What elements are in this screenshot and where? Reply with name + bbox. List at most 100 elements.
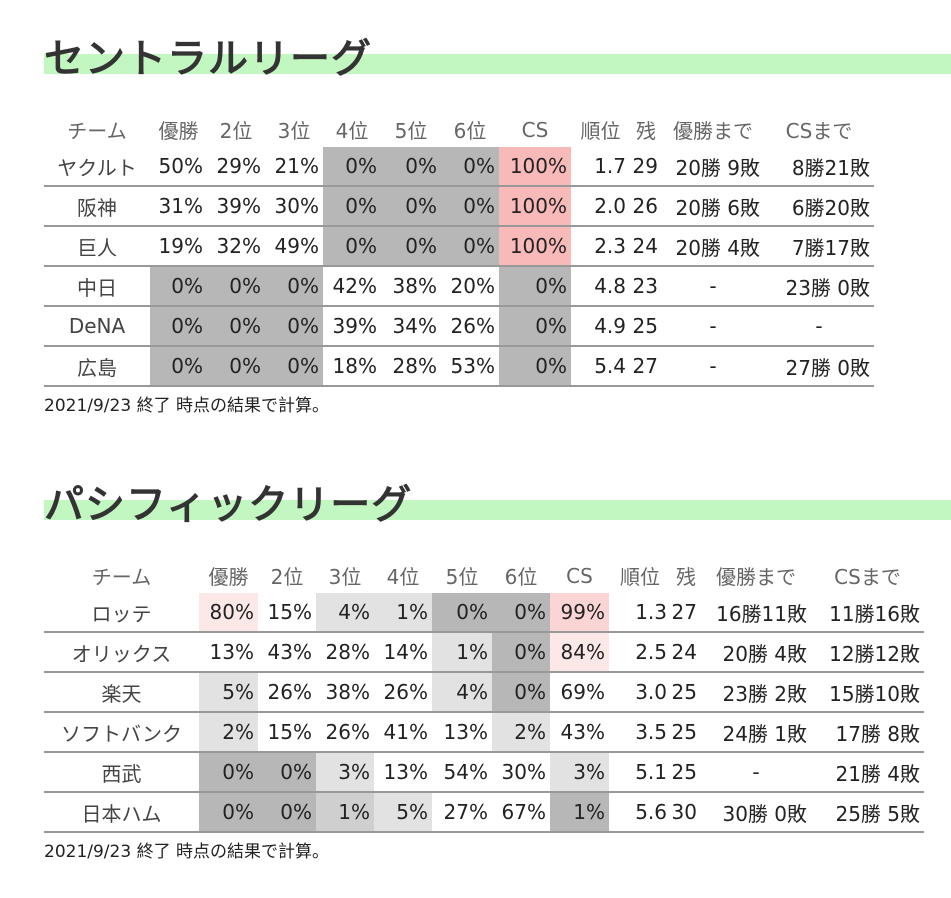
table-cell: 0% [150, 266, 207, 307]
table-cell: 5.6 [609, 792, 671, 833]
team-name-cell: 楽天 [44, 672, 199, 713]
column-header: 4位 [335, 119, 369, 143]
table-cell: 29 [630, 147, 662, 187]
table-cell: 49% [265, 226, 323, 267]
table-cell: 30% [265, 186, 323, 227]
column-header: チーム [91, 565, 152, 589]
table-cell: 0% [381, 226, 441, 267]
table-cell: 20勝 9敗 [662, 147, 764, 187]
table-cell: 0% [207, 266, 265, 307]
team-name-cell: 日本ハム [44, 792, 199, 833]
table-cell: 23勝 0敗 [764, 266, 874, 307]
table-cell: 0% [207, 346, 265, 387]
table-cell: 39% [323, 306, 381, 347]
column-header: 優勝 [158, 119, 199, 143]
table-cell: 8勝21敗 [764, 147, 874, 187]
table-cell: 0% [323, 226, 381, 267]
table-cell: - [662, 306, 764, 347]
table-cell: 1.3 [609, 593, 671, 633]
table-cell: 0% [258, 792, 316, 833]
table-cell: 0% [381, 186, 441, 227]
table-cell: 3% [316, 752, 374, 793]
table-cell: 80% [199, 593, 258, 633]
table-cell: 24勝 1敗 [701, 712, 811, 753]
table-cell: 5.4 [571, 346, 630, 387]
table-cell: 0% [265, 346, 323, 387]
table-cell: 2.3 [571, 226, 630, 267]
table-cell: 1% [374, 593, 432, 633]
table-cell: 1% [316, 792, 374, 833]
table-cell: 4.8 [571, 266, 630, 307]
table-cell: 24 [671, 632, 701, 673]
team-name-cell: 広島 [44, 346, 150, 387]
table-cell: 27 [630, 346, 662, 387]
table-cell: 19% [150, 226, 207, 267]
table-cell: 34% [381, 306, 441, 347]
table-cell: 3.0 [609, 672, 671, 713]
column-header: 順位 [620, 565, 660, 589]
table-cell: 38% [316, 672, 374, 713]
table-cell: 0% [499, 306, 571, 347]
table-cell: 41% [374, 712, 432, 753]
table-cell: 1.7 [571, 147, 630, 187]
column-header: 6位 [504, 565, 538, 589]
table-cell: 30 [671, 792, 701, 833]
column-header: 優勝まで [673, 119, 753, 143]
table-cell: 27勝 0敗 [764, 346, 874, 387]
table-row: 阪神 31% 39% 30% 0% 0% 0% 100% 2.0 26 20勝 6敗 6勝20敗 [44, 186, 874, 227]
table-cell: 17勝 8敗 [811, 712, 924, 753]
table-cell: 0% [323, 186, 381, 227]
table-row: 巨人 19% 32% 49% 0% 0% 0% 100% 2.3 24 20勝 4敗 7勝17敗 [44, 226, 874, 267]
table-cell: 26% [441, 306, 499, 347]
title-highlight-bar [44, 500, 951, 520]
table-cell: 53% [441, 346, 499, 387]
table-cell: 27 [671, 593, 701, 633]
column-header: 優勝 [208, 565, 249, 589]
table-cell: 27% [432, 792, 492, 833]
table-cell: 0% [199, 752, 258, 793]
footnote: 2021/9/23 終了 時点の結果で計算。 [44, 842, 329, 862]
table-cell: 2.0 [571, 186, 630, 227]
table-cell: 3.5 [609, 712, 671, 753]
table-cell: 43% [550, 712, 609, 753]
team-name-cell: オリックス [44, 632, 199, 673]
table-cell: 13% [432, 712, 492, 753]
table-row: ヤクルト 50% 29% 21% 0% 0% 0% 100% 1.7 29 20勝 9敗 8勝21敗 [44, 147, 874, 187]
table-cell: 0% [441, 147, 499, 187]
table-cell: 0% [441, 186, 499, 227]
table-cell: 0% [323, 147, 381, 187]
table-cell: 25 [671, 752, 701, 793]
column-header: 2位 [219, 119, 253, 143]
table-cell: 18% [323, 346, 381, 387]
table-cell: 20勝 4敗 [662, 226, 764, 267]
column-header: 5位 [394, 119, 428, 143]
table-cell: 0% [492, 632, 550, 673]
team-name-cell: 阪神 [44, 186, 150, 227]
table-cell: 20勝 4敗 [701, 632, 811, 673]
table-cell: 50% [150, 147, 207, 187]
column-header: 残 [676, 565, 696, 589]
table-cell: 30勝 0敗 [701, 792, 811, 833]
table-cell: 0% [499, 346, 571, 387]
table-cell: - [764, 306, 874, 347]
table-cell: 15勝10敗 [811, 672, 924, 713]
table-cell: 32% [207, 226, 265, 267]
table-cell: 31% [150, 186, 207, 227]
table-cell: 0% [265, 306, 323, 347]
pacific-standings-table: チーム 優勝 2位 3位 4位 5位 6位 CS 順位残優勝まで CSまで ロッテ 80% 15% 4%… [44, 558, 924, 833]
central-title-area: セントラルリーグ [44, 30, 951, 86]
table-cell: 0% [381, 147, 441, 187]
table-cell: 29% [207, 147, 265, 187]
table-cell: 26% [258, 672, 316, 713]
team-name-cell: DeNA [44, 306, 150, 347]
table-cell: 0% [150, 306, 207, 347]
table-cell: - [701, 752, 811, 793]
table-cell: 23 [630, 266, 662, 307]
table-cell: - [662, 346, 764, 387]
footnote: 2021/9/23 終了 時点の結果で計算。 [44, 396, 329, 416]
table-cell: 0% [492, 672, 550, 713]
table-cell: 6勝20敗 [764, 186, 874, 227]
table-cell: 1% [550, 792, 609, 833]
team-name-cell: ソフトバンク [44, 712, 199, 753]
pacific-title-area: パシフィックリーグ [44, 476, 951, 532]
